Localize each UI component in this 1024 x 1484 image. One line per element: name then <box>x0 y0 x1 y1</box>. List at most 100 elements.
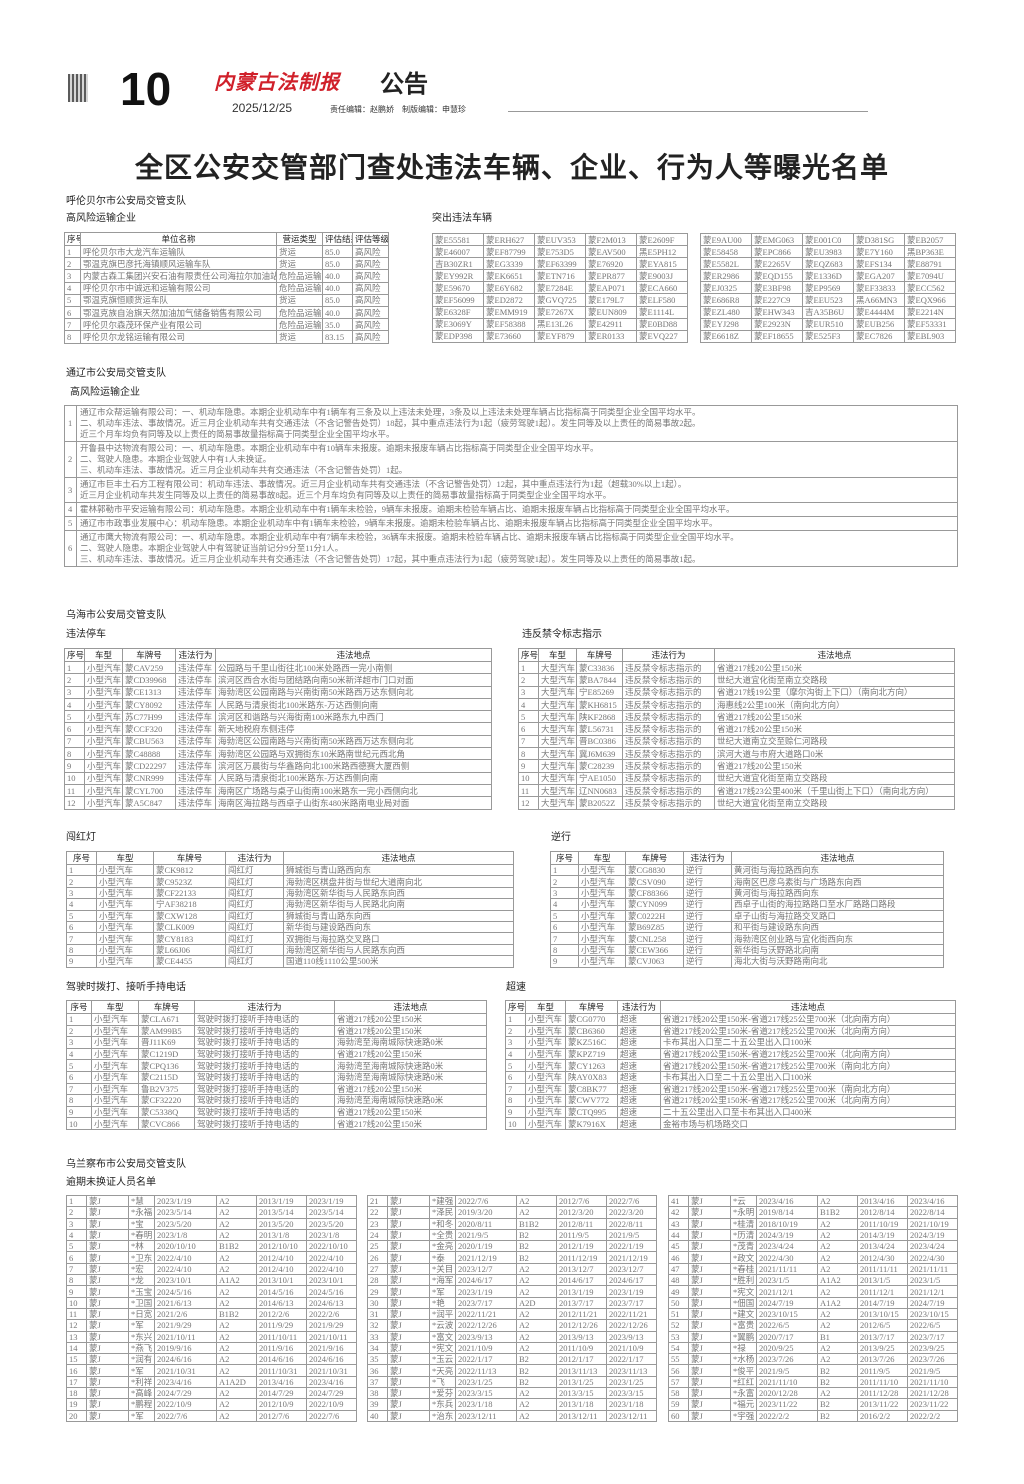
table-cell: 2021/10/9 <box>606 1341 657 1355</box>
table-cell: 蒙E55581 <box>432 232 484 247</box>
table-cell: 晋J11K69 <box>138 1036 195 1049</box>
table-cell: 鲁B2V375 <box>138 1082 195 1096</box>
table-row: 1 大型汽车 蒙C33836 违反禁令标志指示的 省道217线20公里150米 <box>518 660 955 675</box>
table-row: 46 蒙J *政文 2022/4/30 A2 2012/4/30 2022/4/30 <box>668 1251 958 1264</box>
table-cell: 蒙J <box>688 1262 731 1276</box>
table-cell: 2022/1/17 <box>455 1353 517 1366</box>
table-cell: 闯红灯 <box>225 898 284 911</box>
table-cell: 2016/2/2 <box>857 1409 908 1422</box>
table-cell: 2022/4/10 <box>306 1262 357 1276</box>
column-header: 车牌号 <box>565 1000 618 1014</box>
table-cell: 2013/1/25 <box>556 1375 607 1389</box>
table-cell: 2020/10/10 <box>154 1240 217 1253</box>
table-cell: 蒙J <box>86 1319 129 1332</box>
table-cell: 蒙EQZ683 <box>802 257 854 271</box>
table-row: 26 蒙J *泰 2021/12/19 B2 2011/12/19 2021/12/19 <box>367 1251 657 1264</box>
table-cell: 2023/1/5 <box>907 1274 958 1287</box>
table-cell: 蒙EF56099 <box>432 293 484 307</box>
table-cell: 小型汽车 <box>525 1036 566 1049</box>
table-cell: 13 <box>66 1330 87 1343</box>
table-row: 56 蒙J *俊平 2021/9/5 B2 2011/9/5 2021/9/5 <box>668 1364 958 1377</box>
table-cell: 蒙EF63399 <box>534 257 586 271</box>
table-cell: 蒙C9523Z <box>153 875 226 888</box>
table-row: 蒙EZL480 蒙EHW343 吉A35B6U 蒙E4444M 蒙E2214N <box>700 305 956 319</box>
table-row: 60 蒙J *宇强 2022/2/2 B2 2016/2/2 2022/2/2 <box>668 1409 958 1422</box>
table-cell: 蒙J <box>86 1387 129 1400</box>
table-cell: 蒙C1219D <box>138 1047 195 1061</box>
table-cell: 晋BC0386 <box>576 734 623 749</box>
table-row: 蒙EJ0325 蒙E3BF98 蒙EP9569 蒙EF33833 蒙ECC562 <box>700 281 956 295</box>
column-header: 车牌号 <box>625 851 684 865</box>
table-cell: 2021/9/29 <box>154 1319 217 1332</box>
table-cell: 2021/10/31 <box>154 1364 217 1377</box>
table-cell: 1 <box>66 1013 92 1026</box>
table-cell: 2022/4/30 <box>907 1251 958 1264</box>
table-cell: 22 <box>367 1206 388 1219</box>
table-cell: 驾驶时拨打接听手持电话的 <box>194 1117 335 1130</box>
table-header: 序号单位名称营运类型评估结果评估等级 <box>64 232 389 246</box>
table-cell: 呼伦贝尔森茂环保产业有限公司 <box>80 318 277 332</box>
table-cell: 蒙J <box>387 1285 430 1298</box>
subsection-title: 逾期未换证人员名单 <box>66 1177 156 1188</box>
table-row: 蒙EF56099 蒙ED2872 蒙GVQ725 蒙E179L7 蒙ELF580 <box>432 293 688 307</box>
table-cell: 2011/9/5 <box>556 1228 607 1242</box>
table-cell: 蒙E73660 <box>483 329 535 343</box>
table-row: 58 蒙J *永富 2020/12/28 A2 2011/12/28 2021/12/28 <box>668 1387 958 1400</box>
table-cell: 12 <box>66 1319 87 1332</box>
table-cell: 蒙E1336D <box>802 269 854 283</box>
table-cell: 2023/12/7 <box>455 1262 517 1276</box>
table-cell: 2021/12/1 <box>907 1285 958 1298</box>
table-cell: 超速 <box>617 1117 661 1130</box>
table-cell: 蒙E2923N <box>751 317 803 331</box>
column-header: 车牌号 <box>153 851 226 865</box>
table-cell: 小型汽车 <box>578 898 626 911</box>
table-cell: 蒙EF58388 <box>483 317 535 331</box>
table-cell: *政文 <box>730 1251 757 1264</box>
table-cell: 2013/10/15 <box>857 1307 908 1321</box>
table-cell: A2 <box>216 1251 257 1264</box>
table-cell: 28 <box>367 1274 388 1287</box>
table-row: 9 蒙J *玉宝 2024/5/16 A2 2014/5/16 2024/5/16 <box>66 1285 357 1298</box>
table-cell: 海勃湾至海南城际快速路0米 <box>334 1094 487 1107</box>
table-cell: 59 <box>668 1398 689 1411</box>
table-row: 7 蒙J *宏 2022/4/10 A2 2012/4/10 2022/4/10 <box>66 1262 357 1276</box>
table-cell: 10 <box>64 771 85 785</box>
table-cell: 2022/4/10 <box>154 1262 217 1276</box>
table-cell: *富贵 <box>730 1319 757 1332</box>
table-cell: 8 <box>66 1094 92 1107</box>
table-row: 蒙E3069Y 蒙EF58388 黑E13L26 蒙E42911 蒙E0BD88 <box>432 317 688 331</box>
table-cell: 2013/10/1 <box>256 1274 307 1287</box>
table-cell: 2024/3/19 <box>907 1228 958 1242</box>
table-row: 29 蒙J *军 2023/1/19 A2 2013/1/19 2023/1/19 <box>367 1285 657 1298</box>
table-cell: 陕KF2868 <box>576 710 623 724</box>
table-row: 蒙E58458 蒙EPC866 蒙EU3983 蒙E7Y160 黑BP363E <box>700 245 956 259</box>
table-cell: 2021/10/31 <box>306 1364 357 1377</box>
prohibit-sign-table: 序号 车型 车牌号 违法行为 违法地点 1 大型汽车 蒙C33836 违反禁令标志指示的 省道21… <box>518 648 955 810</box>
column-header: 违法行为 <box>617 1000 661 1014</box>
table-cell: 2019/8/14 <box>756 1206 818 1219</box>
table-row: 24 蒙J *全贵 2021/9/5 B2 2011/9/5 2021/9/5 <box>367 1228 657 1242</box>
table-cell: 8 <box>550 943 579 957</box>
table-cell: 货运 <box>276 293 323 307</box>
column-header: 评估结果 <box>322 232 353 246</box>
table-cell: 蒙CD39968 <box>122 673 176 687</box>
table-cell: 鄂温克旗恒顺货运车队 <box>80 293 277 307</box>
table-row: 4 小型汽车 蒙C1219D 驾驶时拨打接听手持电话的 省道217线20公里150米 <box>66 1047 487 1061</box>
table-cell: 蒙J <box>387 1240 430 1253</box>
table-cell: 2023/10/1 <box>154 1274 217 1287</box>
table-cell: 违反禁令标志指示的 <box>622 722 715 736</box>
table-cell: B2 <box>817 1375 858 1389</box>
table-cell: 2 <box>66 1206 87 1219</box>
table-cell: 2023/7/17 <box>455 1296 517 1309</box>
table-cell: 8 <box>66 1274 87 1287</box>
table-cell: 大型汽车 <box>538 697 577 712</box>
description-line: 通辽市鹰大物流有限公司：一、机动车隐患。本期企业机动车中有7辆车未检验，36辆车… <box>80 532 739 542</box>
table-cell: 2 <box>518 673 539 687</box>
table-cell: 2014/6/17 <box>556 1274 607 1287</box>
table-cell: 蒙J <box>86 1285 129 1298</box>
table-cell: 2021/9/16 <box>306 1341 357 1355</box>
table-cell: 2023/4/16 <box>154 1375 217 1389</box>
column-header: 违法地点 <box>334 1000 487 1014</box>
table-cell: 2022/12/26 <box>455 1319 517 1332</box>
table-cell: 46 <box>668 1251 689 1264</box>
